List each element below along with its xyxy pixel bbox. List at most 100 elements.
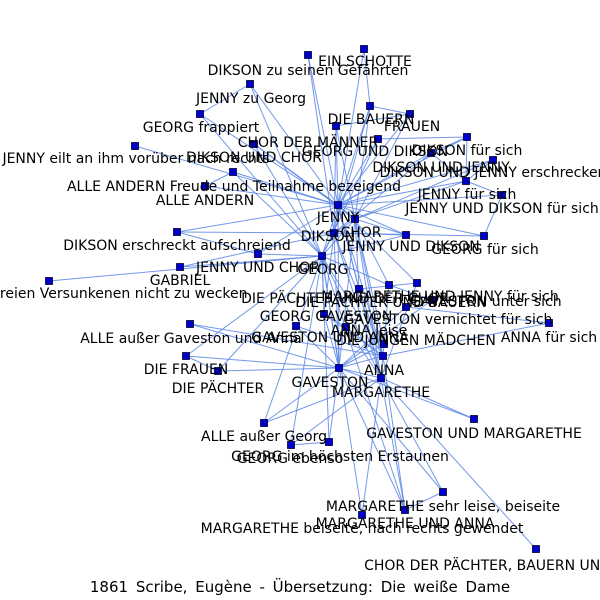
edge-jenny-jenny_zu_georg [249,83,339,206]
node-die_jungen_maedchen[interactable] [380,340,388,348]
node-dikson_jenny_erschrecken[interactable] [489,156,497,164]
node-margarethe_und_anna[interactable] [401,506,409,514]
node-label-georg: GEORG [297,262,348,278]
edge-dikson_fuer_sich-dikson_und_jenny [430,136,468,154]
node-georg_erstaunen[interactable] [325,438,333,446]
node-jenny_und_dikson_fs[interactable] [498,191,506,199]
edge-dikson-georg_gaveston [323,232,335,315]
edge-margarethe-georg_ebenso [290,377,382,446]
edge-jenny-jenny_und_dikson_fs [337,194,503,206]
edge-georg-anna [321,255,384,357]
edge-margarethe-margarethe_jenny_fs [380,282,418,379]
node-alle_andern[interactable] [201,182,209,190]
node-label-chor_der_maenner: CHOR DER MÄNNER [238,133,379,151]
edge-jenny-ein_schotte [337,48,365,206]
node-label-alle_andern_freude: ALLE ANDERN Freude und Teilnahme bezeige… [67,179,401,195]
edge-georg-jenny_und_dikson [321,234,407,257]
node-gabriel[interactable] [176,263,184,271]
node-jenny_eilt[interactable] [131,142,139,150]
edge-gaveston-margarethe_leise [338,367,444,493]
edge-dikson_jenny_erschrecken-jenny_fuer_sich [465,159,494,182]
node-gaveston_unter_sich[interactable] [428,296,436,304]
node-die_bauern[interactable] [366,102,374,110]
edge-jenny-dikson [333,204,339,234]
node-ein_schotte[interactable] [360,45,368,53]
node-georg[interactable] [318,252,326,260]
edge-dikson-gabriel [179,232,335,268]
edge-jenny-dikson_fuer_sich [337,136,468,206]
node-label-jenny: JENNY [316,210,360,226]
node-dikson_und_jenny[interactable] [427,149,435,157]
node-jenny_zu_georg[interactable] [246,80,254,88]
node-dikson_fuer_sich[interactable] [463,133,471,141]
node-die_paechter_chor[interactable] [355,285,363,293]
node-gaveston_vernichtet[interactable] [402,303,410,311]
node-alle_ausser_gaveston[interactable] [186,320,194,328]
edge-anna-alle_ausser_gaveston [189,323,384,357]
node-alle_ausser_georg[interactable] [260,419,268,427]
node-label-anna_leise: ANNA leise [331,323,408,339]
edge-dikson-chor_der_maenner [333,125,337,234]
edge-margarethe_leise-margarethe_und_anna [404,491,444,511]
node-label-margarethe: MARGARETHE [332,385,430,401]
node-frauen[interactable] [406,110,414,118]
node-label-jenny_und_chor: JENNY UND CHOR [195,260,320,276]
node-dikson[interactable] [330,229,338,237]
node-anna[interactable] [379,352,387,360]
node-gaveston[interactable] [335,364,343,372]
edge-chor-jenny_fuer_sich [354,180,467,220]
node-chor[interactable] [351,215,359,223]
node-georg_fuer_sich[interactable] [480,232,488,240]
edge-gaveston-alle_ausser_gaveston [189,323,340,369]
node-anna_fuer_sich[interactable] [545,319,553,327]
edge-georg-jenny_und_chor [257,253,323,257]
node-jenny[interactable] [334,201,342,209]
node-georg_frappiert[interactable] [196,110,204,118]
node-margarethe_beiseite[interactable] [358,511,366,519]
node-chor_paechter_bauern[interactable] [532,545,540,553]
node-gaveston_und_anna[interactable] [292,322,300,330]
edge-jenny-alle_andern [204,185,339,206]
node-jenny_und_dikson[interactable] [402,231,410,239]
node-label-die_paechter_chor: DIE PÄCHTER UND DER CHOR [241,289,449,307]
node-georg_und_dikson[interactable] [374,135,382,143]
node-georg_traeumereien[interactable] [45,277,53,285]
node-label-chor: CHOR [340,225,381,241]
edge-chor-die_paechter_bauern [354,218,390,286]
node-alle_andern_freude[interactable] [229,168,237,176]
node-jenny_und_chor[interactable] [254,250,262,258]
edge-jenny-chor_der_maenner [335,125,339,206]
node-dikson_erschreckt[interactable] [173,228,181,236]
node-dikson_gefaehrten[interactable] [304,51,312,59]
node-label-jenny_fuer_sich: JENNY für sich [417,187,517,203]
node-margarethe_jenny_fs[interactable] [413,279,421,287]
node-margarethe_leise[interactable] [439,488,447,496]
node-jenny_fuer_sich[interactable] [462,177,470,185]
edge-gaveston-margarethe [338,367,382,379]
node-die_paechter[interactable] [214,367,222,375]
node-label-gaveston: GAVESTON [292,375,369,391]
node-label-ein_schotte: EIN SCHOTTE [318,54,412,70]
edge-jenny_und_dikson_fs-jenny_fuer_sich [465,180,503,196]
edge-dikson_fuer_sich-georg_und_dikson [377,136,468,140]
edge-die_bauern-frauen [369,105,411,115]
node-label-die_paechter_bauern: DIE PÄCHTER UND BAUERN [295,293,486,311]
node-label-dikson_und_jenny: DIKSON UND JENNY [372,160,510,176]
node-label-frauen: FRAUEN [384,119,440,135]
node-die_frauen[interactable] [182,352,190,360]
edge-dikson-dikson_und_jenny [333,152,432,234]
node-label-gabriel: GABRIEL [150,273,211,289]
edge-gaveston-die_paechter [217,367,340,372]
node-georg_ebenso[interactable] [287,441,295,449]
node-dikson_und_chor[interactable] [250,140,258,148]
edge-dikson-margarethe [333,232,382,379]
node-anna_leise[interactable] [342,323,350,331]
node-georg_gaveston[interactable] [320,310,328,318]
node-margarethe[interactable] [377,374,385,382]
node-die_paechter_bauern[interactable] [385,281,393,289]
edge-margarethe-chor_paechter_bauern [380,377,537,550]
node-label-margarethe_jenny_fs: MARGARETHE UND JENNY für sich [321,289,558,305]
node-chor_der_maenner[interactable] [332,122,340,130]
node-gaveston_margarethe[interactable] [470,415,478,423]
